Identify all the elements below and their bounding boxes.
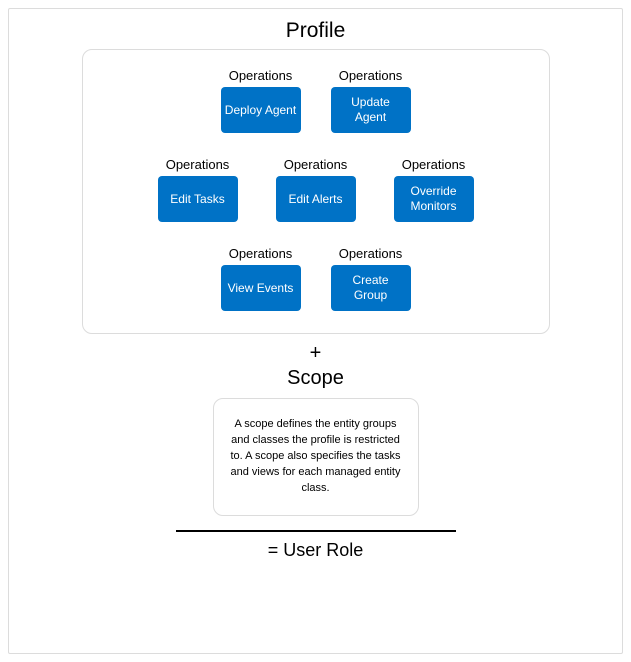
op-group: Operations Edit Tasks <box>158 157 238 222</box>
operations-row-3: Operations View Events Operations Create… <box>93 246 539 311</box>
override-monitors-button: Override Monitors <box>394 176 474 222</box>
op-label: Operations <box>229 246 293 261</box>
op-group: Operations View Events <box>221 246 301 311</box>
scope-box: A scope defines the entity groups and cl… <box>213 398 419 516</box>
profile-box: Operations Deploy Agent Operations Updat… <box>82 49 550 334</box>
result-label: = User Role <box>19 540 612 561</box>
op-label: Operations <box>229 68 293 83</box>
op-label: Operations <box>339 246 403 261</box>
profile-title: Profile <box>19 19 612 43</box>
op-group: Operations Override Monitors <box>394 157 474 222</box>
op-label: Operations <box>284 157 348 172</box>
op-label: Operations <box>339 68 403 83</box>
op-group: Operations Create Group <box>331 246 411 311</box>
edit-alerts-button: Edit Alerts <box>276 176 356 222</box>
divider-line <box>176 530 456 532</box>
op-group: Operations Deploy Agent <box>221 68 301 133</box>
op-group: Operations Edit Alerts <box>276 157 356 222</box>
op-label: Operations <box>166 157 230 172</box>
operations-row-1: Operations Deploy Agent Operations Updat… <box>93 68 539 133</box>
update-agent-button: Update Agent <box>331 87 411 133</box>
operations-row-2: Operations Edit Tasks Operations Edit Al… <box>93 157 539 222</box>
plus-symbol: + <box>19 342 612 365</box>
create-group-button: Create Group <box>331 265 411 311</box>
deploy-agent-button: Deploy Agent <box>221 87 301 133</box>
view-events-button: View Events <box>221 265 301 311</box>
diagram-container: Profile Operations Deploy Agent Operatio… <box>8 8 623 654</box>
op-label: Operations <box>402 157 466 172</box>
edit-tasks-button: Edit Tasks <box>158 176 238 222</box>
scope-title: Scope <box>19 367 612 390</box>
op-group: Operations Update Agent <box>331 68 411 133</box>
